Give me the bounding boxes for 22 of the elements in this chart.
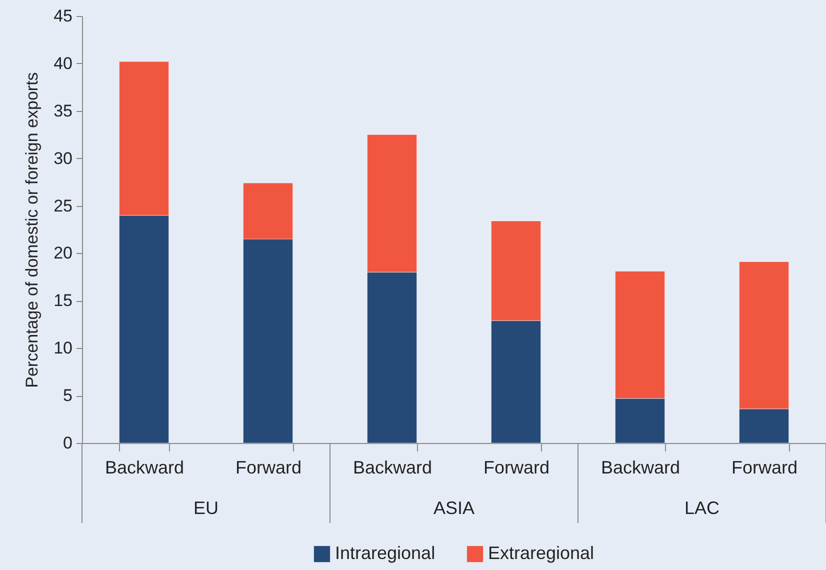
x-tick-label: Backward: [104, 458, 184, 478]
y-tick-label: 40: [54, 54, 72, 73]
x-tick-label: Backward: [352, 458, 432, 478]
x-tick-label: Forward: [235, 458, 302, 478]
y-axis-title: Percentage of domestic or foreign exports: [22, 72, 42, 388]
legend-label: Intraregional: [335, 543, 436, 563]
x-tick-label: Forward: [731, 458, 798, 478]
y-tick-label: 5: [63, 386, 72, 406]
y-tick-label: 20: [54, 244, 72, 263]
text: EU: [193, 498, 219, 518]
y-tick-label: 25: [54, 196, 72, 216]
legend-label: Extraregional: [488, 543, 594, 563]
text: ASIA: [433, 498, 475, 518]
x-tick-label: Forward: [483, 458, 550, 478]
y-tick-label: 15: [54, 291, 72, 310]
y-tick-label: 0: [63, 434, 72, 452]
y-tick-label: 10: [54, 338, 72, 358]
x-tick-label: Backward: [600, 458, 680, 478]
y-tick-label: 30: [54, 148, 72, 168]
y-tick-label: 45: [54, 6, 72, 26]
text: LAC: [684, 498, 720, 518]
y-tick-label: 35: [54, 101, 72, 120]
